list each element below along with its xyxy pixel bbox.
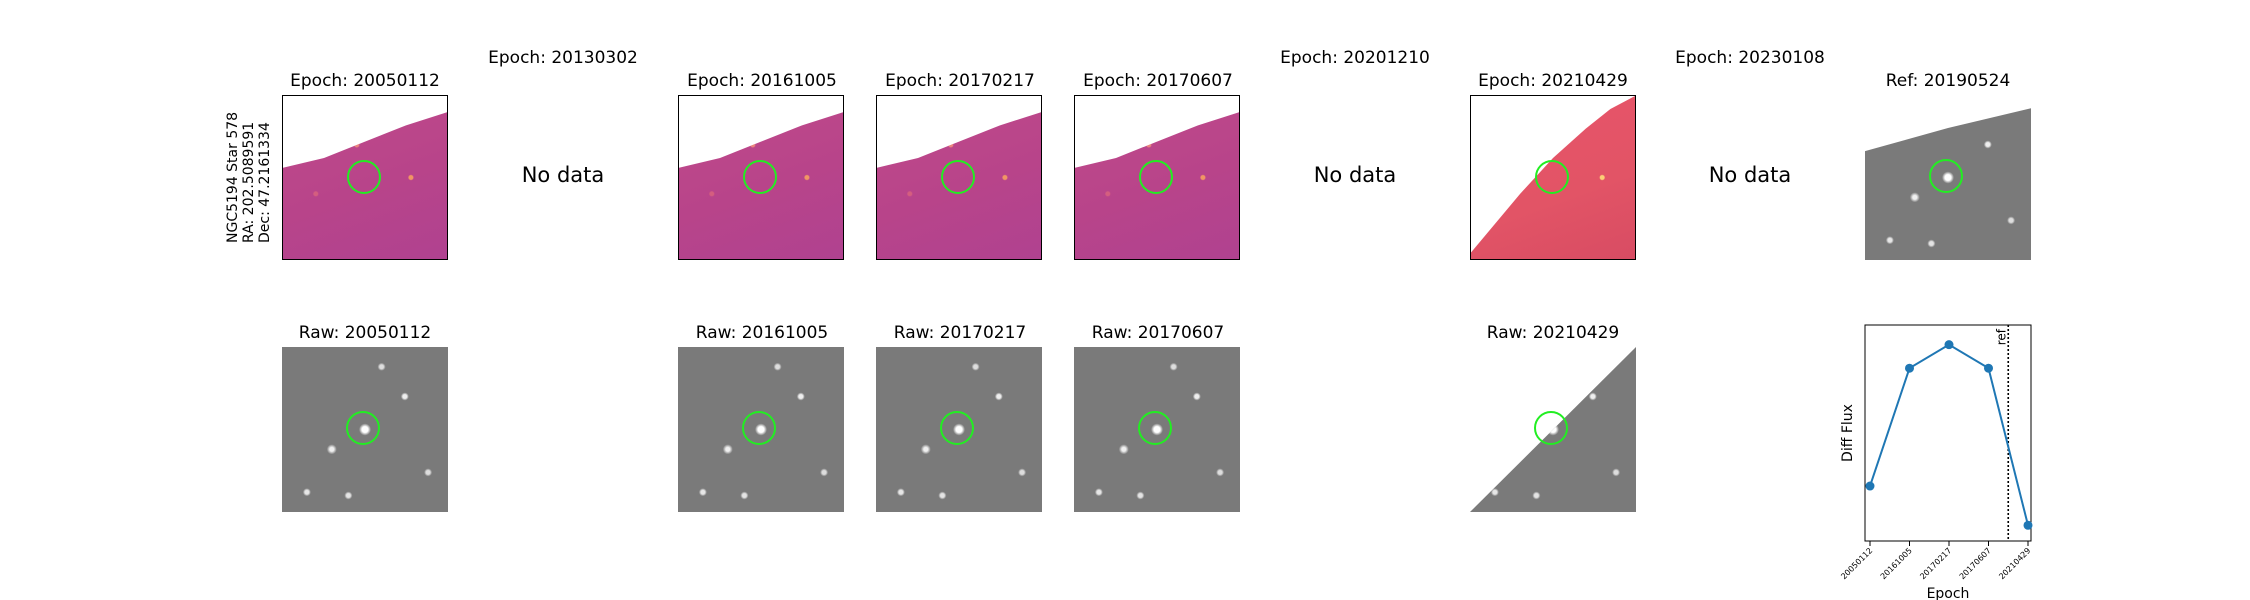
data-point-20161005 [1905,364,1914,373]
target-circle [743,160,777,194]
target-circle [1929,159,1963,193]
target-circle [347,160,381,194]
target-circle [1138,411,1172,445]
x-tick-label-20170217: 20170217 [1918,546,1953,581]
x-tick-label-20210429: 20210429 [1997,546,2032,581]
data-point-20210429 [2024,521,2033,530]
top-title-7: Epoch: 20210429 [1478,71,1628,91]
reference-line-label: ref [1994,328,2008,345]
data-point-20170607 [1984,364,1993,373]
target-circle [941,160,975,194]
raw-title-3: Raw: 20170217 [894,323,1027,343]
diff-image-20170217 [876,95,1042,260]
data-point-20050112 [1866,482,1875,491]
x-tick-label-20161005: 20161005 [1879,546,1914,581]
top-title-6: Epoch: 20201210 [1280,48,1430,68]
top-title-2: Epoch: 20130302 [488,48,638,68]
target-circle [940,411,974,445]
ref-image-20190524 [1865,95,2031,260]
diff-image-20170607 [1074,95,1240,260]
target-circle [346,411,380,445]
top-title-8: Epoch: 20230108 [1675,48,1825,68]
top-title-1: Epoch: 20050112 [290,71,440,91]
raw-image-20210429 [1470,347,1636,512]
x-axis-label: Epoch [1927,586,1970,600]
star-ra: RA: 202.5089591 [241,122,257,243]
target-circle [742,411,776,445]
data-point-20170217 [1945,340,1954,349]
y-axis-label: Diff Flux [1840,404,1856,462]
top-title-5: Epoch: 20170607 [1083,71,1233,91]
diff-image-20210429 [1470,95,1636,260]
top-title-3: Epoch: 20161005 [687,71,837,91]
no-data-label-20201210: No data [1314,163,1397,187]
target-circle [1535,160,1569,194]
light-curve-chart: ref 20050112 20161005 20170217 20170607 2021… [1830,315,2070,595]
raw-title-4: Raw: 20170607 [1092,323,1225,343]
raw-image-20050112 [282,347,448,512]
raw-image-20161005 [678,347,844,512]
raw-image-20170607 [1074,347,1240,512]
target-circle [1139,160,1173,194]
plot-frame [1865,325,2031,541]
raw-title-2: Raw: 20161005 [696,323,829,343]
x-tick-label-20170607: 20170607 [1958,546,1993,581]
target-circle [1534,411,1568,445]
star-name: NGC5194 Star 578 [225,112,241,243]
top-title-9: Ref: 20190524 [1886,71,2011,91]
star-dec: Dec: 47.2161334 [257,122,273,243]
diff-image-20050112 [282,95,448,260]
raw-image-20170217 [876,347,1042,512]
top-title-4: Epoch: 20170217 [885,71,1035,91]
raw-title-5: Raw: 20210429 [1487,323,1620,343]
no-data-label-20130302: No data [522,163,605,187]
series-line [1870,345,2028,526]
x-tick-label-20050112: 20050112 [1839,546,1874,581]
no-data-label-20230108: No data [1709,163,1792,187]
diff-image-20161005 [678,95,844,260]
raw-title-1: Raw: 20050112 [299,323,432,343]
